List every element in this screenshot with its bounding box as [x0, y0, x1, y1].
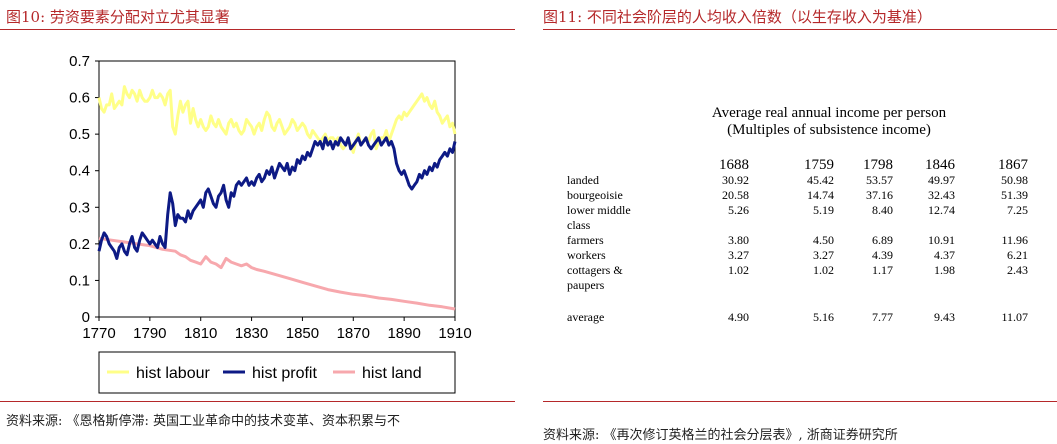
x-tick-label: 1870	[337, 325, 370, 342]
table-cell: 10.91	[928, 233, 955, 247]
table-cell: 11.96	[1001, 233, 1028, 247]
series-line-hist-land	[98, 236, 456, 311]
table-cell: 12.74	[928, 203, 955, 217]
y-tick-label: 0.5	[69, 126, 90, 143]
table-cell: 1.98	[934, 263, 955, 277]
source-rule	[543, 401, 1057, 402]
table-cell: 7.77	[872, 310, 893, 324]
plot-area-frame	[98, 60, 456, 318]
column-header: 1798	[863, 157, 893, 173]
x-tick-label: 1810	[184, 325, 217, 342]
table-cell: 1.02	[728, 263, 749, 277]
table-cell: 4.37	[934, 248, 955, 262]
row-label: cottagers &	[567, 263, 623, 277]
y-tick-label: 0.6	[69, 90, 90, 107]
table-cell: 50.98	[1001, 173, 1028, 187]
figure-11-panel: 图11: 不同社会阶层的人均收入倍数（以生存收入为基准） Average rea…	[543, 0, 1057, 444]
x-tick-label: 1790	[133, 325, 166, 342]
row-label: paupers	[567, 278, 605, 292]
table-cell: 49.97	[928, 173, 955, 187]
figure-11-source: 资料来源: 《再次修订英格兰的社会分层表》, 浙商证券研究所	[543, 428, 898, 443]
row-label: landed	[567, 173, 599, 187]
figure-10-title: 图10: 劳资要素分配对立尤其显著	[6, 8, 230, 26]
y-tick-label: 0	[82, 309, 90, 326]
y-tick-label: 0.3	[69, 199, 90, 216]
row-label: bourgeoisie	[567, 188, 623, 202]
title-rule	[543, 29, 1057, 30]
column-header: 1846	[925, 157, 956, 173]
x-tick-label: 1890	[387, 325, 420, 342]
row-label: workers	[567, 248, 606, 262]
column-header: 1688	[719, 157, 749, 173]
table-cell: 51.39	[1001, 188, 1028, 202]
legend-label: hist land	[362, 365, 422, 382]
table-cell: 37.16	[866, 188, 893, 202]
table-cell: 20.58	[722, 188, 749, 202]
table-subtitle: (Multiples of subsistence income)	[727, 122, 931, 138]
x-tick-label: 1910	[438, 325, 471, 342]
table-cell: 45.42	[807, 173, 834, 187]
row-label: lower middle	[567, 203, 631, 217]
x-tick-label: 1770	[82, 325, 115, 342]
table-cell: 1.17	[872, 263, 893, 277]
table-cell: 1.02	[813, 263, 834, 277]
x-tick-label: 1850	[286, 325, 319, 342]
table-cell: 4.90	[728, 310, 749, 324]
series-line-hist-profit	[97, 136, 457, 260]
row-label: class	[567, 218, 591, 232]
table-cell: 5.16	[813, 310, 834, 324]
table-cell: 6.89	[872, 233, 893, 247]
table-cell: 11.07	[1001, 310, 1028, 324]
x-tick-label: 1830	[235, 325, 268, 342]
column-header: 1867	[998, 157, 1029, 173]
chart-legend: hist labour hist profit hist land	[98, 351, 456, 394]
series-line-hist-labour	[97, 85, 457, 154]
table-cell: 9.43	[934, 310, 955, 324]
y-tick-label: 0.2	[69, 236, 90, 253]
y-tick-label: 0.4	[69, 163, 90, 180]
line-chart: 0 0.1 0.2 0.3 0.4 0.5 0.6 0.7 1770 1790 1810 1830 18…	[69, 53, 472, 394]
income-table: Average real annual income per person(Mu…	[567, 105, 1029, 324]
table-cell: 8.40	[872, 203, 893, 217]
table-cell: 5.26	[728, 203, 749, 217]
y-tick-label: 0.7	[69, 53, 90, 70]
table-cell: 14.74	[807, 188, 834, 202]
table-cell: 4.50	[813, 233, 834, 247]
legend-label: hist labour	[136, 365, 210, 382]
table-cell: 53.57	[866, 173, 893, 187]
figure-11-title: 图11: 不同社会阶层的人均收入倍数（以生存收入为基准）	[543, 8, 932, 26]
table-cell: 6.21	[1007, 248, 1028, 262]
table-cell: 5.19	[813, 203, 834, 217]
legend-box	[98, 351, 456, 394]
table-cell: 30.92	[722, 173, 749, 187]
table-title: Average real annual income per person	[712, 105, 947, 121]
y-tick-label: 0.1	[69, 272, 90, 289]
table-cell: 3.27	[728, 248, 749, 262]
table-cell: 32.43	[928, 188, 955, 202]
table-cell: 3.80	[728, 233, 749, 247]
table-cell: 4.39	[872, 248, 893, 262]
chart-axes: 0 0.1 0.2 0.3 0.4 0.5 0.6 0.7 1770 1790 1810 1830 18…	[69, 53, 472, 342]
row-label: farmers	[567, 233, 604, 247]
row-label: average	[567, 310, 604, 324]
legend-label: hist profit	[252, 365, 317, 382]
source-rule	[0, 401, 515, 402]
table-cell: 2.43	[1007, 263, 1028, 277]
figure-10-panel: 图10: 劳资要素分配对立尤其显著 0 0.1 0.2 0.3 0.4 0.5 0.6 0.7…	[0, 0, 515, 444]
table-cell: 3.27	[813, 248, 834, 262]
table-cell: 7.25	[1007, 203, 1028, 217]
column-header: 1759	[804, 157, 834, 173]
figure-10-source: 资料来源: 《恩格斯停滞: 英国工业革命中的技术变革、资本积累与不	[6, 414, 401, 429]
title-rule	[0, 29, 515, 30]
chart-series	[97, 85, 457, 311]
